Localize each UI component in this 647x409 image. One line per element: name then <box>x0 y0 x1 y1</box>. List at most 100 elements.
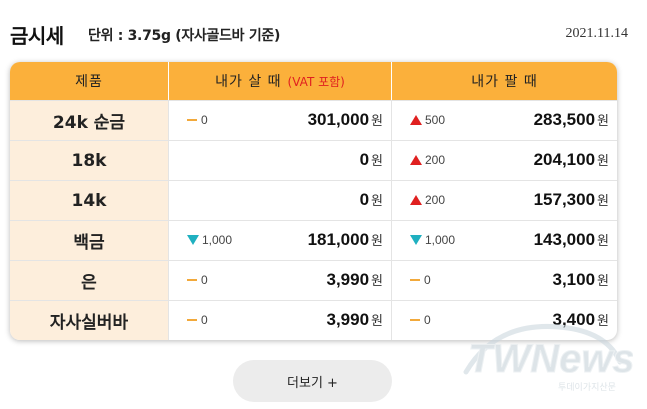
currency-unit: 원 <box>371 154 383 169</box>
sell-price-value: 283,500 <box>533 110 596 129</box>
sell-price: 3,400 원 <box>552 310 609 330</box>
buy-price-value: 301,000 <box>307 110 370 129</box>
product-name: 14k <box>10 181 169 220</box>
sell-change-value: 200 <box>425 193 446 207</box>
table-row: 24k 순금 0 301,000 원 500 283,500 원 <box>10 100 617 140</box>
table-row: 은 0 3,990 원 0 3,100 원 <box>10 260 617 300</box>
down-triangle-icon <box>410 235 422 245</box>
sell-price: 283,500 원 <box>534 110 609 130</box>
sell-change-value: 0 <box>424 313 431 327</box>
currency-unit: 원 <box>597 234 609 249</box>
buy-price-cell: 0 3,990 원 <box>169 301 392 340</box>
sell-change: 200 <box>410 153 445 167</box>
sell-price-cell: 200 157,300 원 <box>392 181 617 220</box>
table-body: 24k 순금 0 301,000 원 500 283,500 원 18k 0 원 200 204,10… <box>10 100 617 340</box>
no-change-dash-icon <box>187 319 197 321</box>
buy-price-value: 3,990 <box>326 270 370 289</box>
table-row: 14k 0 원 200 157,300 원 <box>10 180 617 220</box>
currency-unit: 원 <box>597 194 609 209</box>
up-triangle-icon <box>410 155 422 165</box>
buy-price-cell: 1,000 181,000 원 <box>169 221 392 260</box>
product-name: 자사실버바 <box>10 301 169 340</box>
buy-change: 0 <box>187 313 208 327</box>
currency-unit: 원 <box>371 114 383 129</box>
down-triangle-icon <box>187 235 199 245</box>
page-title: 금시세 <box>10 24 64 48</box>
sell-price-cell: 1,000 143,000 원 <box>392 221 617 260</box>
more-button[interactable]: 더보기 + <box>233 360 392 402</box>
currency-unit: 원 <box>371 234 383 249</box>
buy-change: 1,000 <box>187 233 232 247</box>
price-table: 제품 내가 살 때 (VAT 포함) 내가 팔 때 24k 순금 0 301,000 원… <box>10 62 617 340</box>
buy-price-value: 3,990 <box>326 310 370 329</box>
svg-text:TWNews: TWNews <box>468 337 633 381</box>
sell-price-cell: 500 283,500 원 <box>392 101 617 140</box>
buy-price: 3,990 원 <box>326 270 383 290</box>
buy-change: 0 <box>187 273 208 287</box>
buy-change: 0 <box>187 113 208 127</box>
product-name: 24k 순금 <box>10 101 169 140</box>
table-header: 제품 내가 살 때 (VAT 포함) 내가 팔 때 <box>10 62 617 100</box>
product-name: 백금 <box>10 221 169 260</box>
product-name: 18k <box>10 141 169 180</box>
sell-change: 200 <box>410 193 445 207</box>
vat-note: (VAT 포함) <box>287 74 345 89</box>
sell-change: 1,000 <box>410 233 455 247</box>
sell-price-value: 157,300 <box>533 190 596 209</box>
buy-price-value: 0 <box>359 150 370 169</box>
sell-price-value: 3,400 <box>552 310 596 329</box>
sell-price-value: 204,100 <box>533 150 596 169</box>
column-sell: 내가 팔 때 <box>471 74 538 90</box>
table-row: 18k 0 원 200 204,100 원 <box>10 140 617 180</box>
column-buy: 내가 살 때 (VAT 포함) <box>169 62 392 100</box>
svg-text:투데이가지산문: 투데이가지산문 <box>558 382 616 393</box>
sell-price-cell: 0 3,400 원 <box>392 301 617 340</box>
up-triangle-icon <box>410 115 422 125</box>
buy-price-value: 0 <box>359 190 370 209</box>
sell-price: 204,100 원 <box>534 150 609 170</box>
buy-price-cell: 0 301,000 원 <box>169 101 392 140</box>
sell-price: 143,000 원 <box>534 230 609 250</box>
product-name: 은 <box>10 261 169 300</box>
sell-price-value: 3,100 <box>552 270 596 289</box>
sell-change: 0 <box>410 273 431 287</box>
currency-unit: 원 <box>597 274 609 289</box>
buy-change-value: 0 <box>201 113 208 127</box>
no-change-dash-icon <box>187 279 197 281</box>
no-change-dash-icon <box>187 119 197 121</box>
currency-unit: 원 <box>371 194 383 209</box>
no-change-dash-icon <box>410 319 420 321</box>
sell-change-value: 0 <box>424 273 431 287</box>
buy-change-value: 0 <box>201 273 208 287</box>
sell-change: 500 <box>410 113 445 127</box>
sell-price-cell: 0 3,100 원 <box>392 261 617 300</box>
currency-unit: 원 <box>371 274 383 289</box>
buy-price-value: 181,000 <box>307 230 370 249</box>
unit-note: 단위 : 3.75g (자사골드바 기준) <box>88 28 281 44</box>
price-header: 금시세 단위 : 3.75g (자사골드바 기준) 2021.11.14 <box>10 20 640 50</box>
sell-price-cell: 200 204,100 원 <box>392 141 617 180</box>
table-row: 백금 1,000 181,000 원 1,000 143,000 원 <box>10 220 617 260</box>
sell-change: 0 <box>410 313 431 327</box>
sell-change-value: 1,000 <box>425 233 456 247</box>
up-triangle-icon <box>410 195 422 205</box>
buy-price: 301,000 원 <box>308 110 383 130</box>
currency-unit: 원 <box>597 314 609 329</box>
twnews-watermark-logo: TWNews 투데이가지산문 <box>458 310 635 400</box>
currency-unit: 원 <box>371 314 383 329</box>
column-product: 제품 <box>10 62 169 100</box>
sell-price: 157,300 원 <box>534 190 609 210</box>
sell-price-value: 143,000 <box>533 230 596 249</box>
currency-unit: 원 <box>597 154 609 169</box>
sell-change-value: 200 <box>425 153 446 167</box>
sell-change-value: 500 <box>425 113 446 127</box>
no-change-dash-icon <box>410 279 420 281</box>
buy-price: 3,990 원 <box>326 310 383 330</box>
date-label: 2021.11.14 <box>565 26 628 41</box>
buy-change-value: 1,000 <box>202 233 233 247</box>
table-row: 자사실버바 0 3,990 원 0 3,400 원 <box>10 300 617 340</box>
